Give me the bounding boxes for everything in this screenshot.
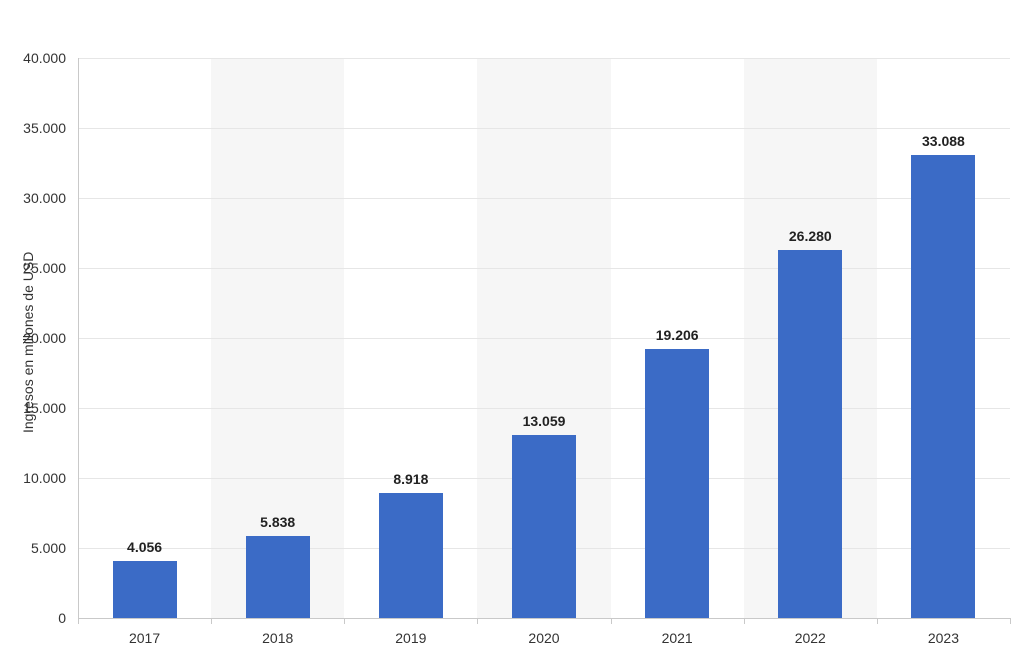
gridline (78, 58, 1010, 59)
bar-value-label: 5.838 (260, 514, 295, 530)
gridline (78, 198, 1010, 199)
gridline (78, 268, 1010, 269)
bar[interactable] (645, 349, 709, 618)
x-tick-mark (344, 618, 345, 624)
gridline (78, 128, 1010, 129)
x-tick-mark (877, 618, 878, 624)
bar-value-label: 26.280 (789, 228, 832, 244)
x-tick-mark (1010, 618, 1011, 624)
bar[interactable] (113, 561, 177, 618)
x-tick-mark (477, 618, 478, 624)
x-tick-label: 2018 (262, 630, 293, 646)
bar-value-label: 4.056 (127, 539, 162, 555)
y-axis-line (78, 58, 79, 618)
x-axis-line (78, 618, 1010, 619)
bar-value-label: 19.206 (656, 327, 699, 343)
x-tick-label: 2020 (528, 630, 559, 646)
gridline (78, 338, 1010, 339)
bar[interactable] (778, 250, 842, 618)
bar[interactable] (512, 435, 576, 618)
bar-value-label: 33.088 (922, 133, 965, 149)
x-tick-mark (211, 618, 212, 624)
bar-value-label: 8.918 (393, 471, 428, 487)
y-tick-label: 35.000 (0, 120, 66, 136)
bar[interactable] (911, 155, 975, 618)
x-tick-mark (78, 618, 79, 624)
revenue-bar-chart: 05.00010.00015.00020.00025.00030.00035.0… (0, 0, 1024, 659)
y-axis-title: Ingresos en millones de USD (20, 252, 36, 433)
y-tick-label: 0 (0, 610, 66, 626)
y-tick-label: 40.000 (0, 50, 66, 66)
y-tick-label: 30.000 (0, 190, 66, 206)
x-tick-label: 2019 (395, 630, 426, 646)
x-tick-label: 2023 (928, 630, 959, 646)
bar-value-label: 13.059 (523, 413, 566, 429)
x-tick-label: 2022 (795, 630, 826, 646)
plot-area (78, 58, 1010, 618)
bar[interactable] (379, 493, 443, 618)
x-tick-label: 2021 (662, 630, 693, 646)
x-tick-mark (611, 618, 612, 624)
x-tick-mark (744, 618, 745, 624)
y-tick-label: 5.000 (0, 540, 66, 556)
x-tick-label: 2017 (129, 630, 160, 646)
y-tick-label: 10.000 (0, 470, 66, 486)
gridline (78, 408, 1010, 409)
bar[interactable] (246, 536, 310, 618)
